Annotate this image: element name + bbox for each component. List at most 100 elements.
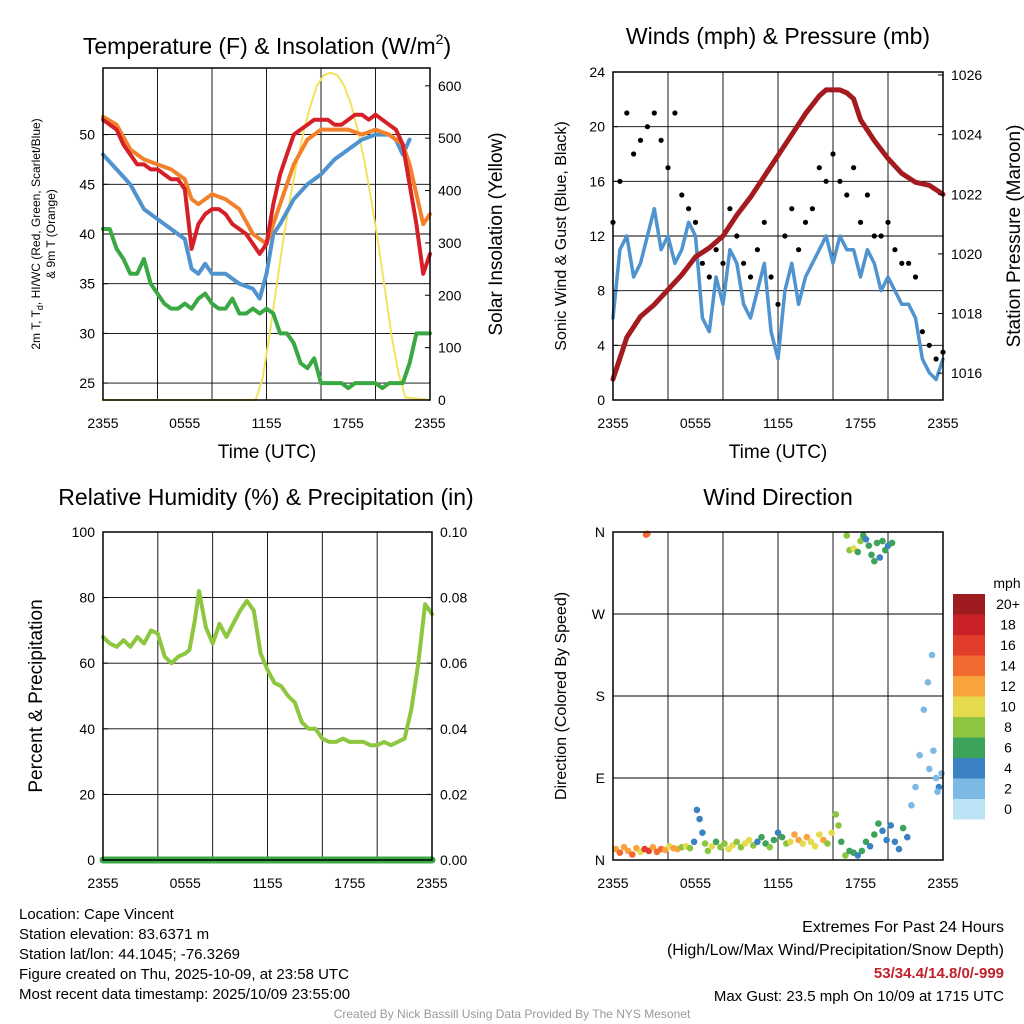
x-tick-label: 1155 bbox=[763, 415, 793, 431]
y-tick-label: 100 bbox=[72, 524, 96, 540]
temperature-title: Temperature (F) & Insolation (W/m2) bbox=[83, 31, 451, 59]
gust-point bbox=[734, 233, 740, 239]
humidity-x-ticks: 2355 0555 1155 1755 2355 bbox=[87, 875, 447, 891]
extremes-fields: (High/Low/Max Wind/Precipitation/Snow De… bbox=[666, 942, 1004, 959]
direction-point bbox=[879, 827, 886, 835]
gust-point bbox=[692, 219, 699, 225]
gust-point bbox=[672, 110, 678, 116]
y-tick-label: 0 bbox=[87, 852, 95, 868]
direction-point bbox=[938, 770, 945, 777]
x-tick-label: 0555 bbox=[170, 875, 201, 891]
direction-point bbox=[934, 788, 941, 795]
direction-point bbox=[770, 836, 778, 844]
legend-swatch bbox=[953, 717, 985, 738]
gust-point bbox=[665, 165, 671, 171]
gust-point bbox=[892, 247, 898, 253]
x-tick-label: 2355 bbox=[416, 875, 447, 891]
gust-point bbox=[727, 206, 733, 212]
gust-point bbox=[754, 247, 761, 253]
y-tick-label: 24 bbox=[589, 64, 605, 80]
legend-label: 4 bbox=[1004, 760, 1012, 776]
pressure-line bbox=[610, 87, 946, 382]
direction-grid bbox=[613, 532, 943, 860]
direction-point bbox=[799, 840, 807, 847]
gust-point bbox=[775, 301, 781, 307]
humidity-panel: Relative Humidity (%) & Precipitation (i… bbox=[26, 484, 474, 891]
temperature-x-label: Time (UTC) bbox=[218, 442, 317, 463]
legend-label: 8 bbox=[1004, 719, 1012, 735]
legend-swatch bbox=[953, 737, 985, 758]
x-tick-label: 2355 bbox=[87, 415, 118, 431]
direction-y-ticks: N E S W N bbox=[592, 524, 618, 868]
y2-tick-label: 1024 bbox=[951, 127, 982, 143]
y2-tick-label: 0.04 bbox=[440, 721, 467, 737]
direction-point bbox=[774, 829, 782, 836]
gust-point bbox=[644, 124, 651, 130]
direction-point bbox=[745, 836, 753, 844]
x-tick-label: 1755 bbox=[845, 875, 876, 891]
y2-tick-label: 0 bbox=[438, 392, 446, 408]
gust-point bbox=[624, 110, 630, 116]
y2-tick-label: 200 bbox=[438, 287, 462, 303]
pressure-y-label: Station Pressure (Maroon) bbox=[1004, 125, 1024, 348]
direction-point bbox=[787, 838, 794, 846]
direction-point bbox=[699, 829, 706, 836]
legend-label: 16 bbox=[1000, 637, 1016, 653]
x-tick-label: 1755 bbox=[333, 415, 364, 431]
speed-legend: mph 20+ 18 16 14 12 10 8 6 4 2 0 bbox=[953, 575, 1021, 820]
created-text: Figure created on Thu, 2025-10-09, at 23… bbox=[19, 966, 349, 983]
latlon-text: Station lat/lon: 44.1045; -76.3269 bbox=[19, 946, 241, 963]
direction-point bbox=[891, 838, 899, 846]
gust-point bbox=[796, 247, 802, 253]
direction-point bbox=[704, 847, 712, 855]
legend-title: mph bbox=[993, 575, 1020, 591]
legend-swatch bbox=[953, 676, 985, 697]
y-tick-label: E bbox=[596, 770, 605, 786]
y2-tick-label: 300 bbox=[438, 235, 462, 251]
gust-point bbox=[906, 260, 912, 266]
direction-point bbox=[871, 557, 878, 565]
sonic-wind-line bbox=[611, 206, 945, 382]
direction-point bbox=[811, 843, 819, 850]
x-tick-label: 0555 bbox=[680, 875, 711, 891]
legend-label: 18 bbox=[1000, 617, 1016, 633]
direction-point bbox=[879, 537, 886, 545]
gust-point bbox=[912, 274, 919, 280]
gust-point bbox=[878, 233, 884, 239]
direction-point bbox=[854, 852, 862, 859]
y-tick-label: 40 bbox=[79, 226, 95, 242]
y2-tick-label: 0.06 bbox=[440, 655, 467, 671]
legend-swatch bbox=[953, 696, 985, 717]
y-tick-label: 20 bbox=[79, 786, 95, 802]
max-gust-text: Max Gust: 23.5 mph On 10/09 at 1715 UTC bbox=[713, 988, 1004, 1005]
precip-y-ticks: 0.00 0.02 0.04 0.06 0.08 0.10 bbox=[427, 524, 467, 868]
direction-x-ticks: 2355 0555 1155 1755 2355 bbox=[597, 875, 958, 891]
legend-label: 10 bbox=[1000, 699, 1016, 715]
gust-point bbox=[637, 137, 644, 143]
direction-point bbox=[754, 838, 761, 846]
direction-point bbox=[838, 838, 845, 846]
humidity-plot-frame bbox=[102, 531, 433, 861]
gust-point bbox=[720, 260, 726, 266]
gust-point bbox=[761, 219, 767, 225]
y2-tick-label: 0.00 bbox=[440, 852, 467, 868]
y-tick-label: 45 bbox=[79, 176, 95, 192]
temperature-line bbox=[101, 112, 432, 276]
gust-point bbox=[747, 274, 754, 280]
gust-point bbox=[857, 219, 864, 225]
gust-point bbox=[933, 356, 939, 362]
winds-series bbox=[610, 87, 946, 382]
winds-x-ticks: 2355 0555 1155 1755 2355 bbox=[597, 415, 958, 431]
direction-point bbox=[875, 820, 882, 827]
gust-point bbox=[851, 165, 857, 171]
direction-point bbox=[778, 833, 786, 841]
y2-tick-label: 1016 bbox=[951, 365, 982, 381]
y-tick-label: 16 bbox=[589, 173, 605, 189]
winds-x-label: Time (UTC) bbox=[729, 442, 828, 463]
legend-label: 2 bbox=[1004, 781, 1012, 797]
x-tick-label: 2355 bbox=[597, 415, 628, 431]
gust-point bbox=[741, 260, 747, 266]
elevation-text: Station elevation: 83.6371 m bbox=[19, 926, 210, 943]
direction-y-label: Direction (Colored By Speed) bbox=[553, 592, 570, 800]
y-tick-label: N bbox=[595, 852, 605, 868]
